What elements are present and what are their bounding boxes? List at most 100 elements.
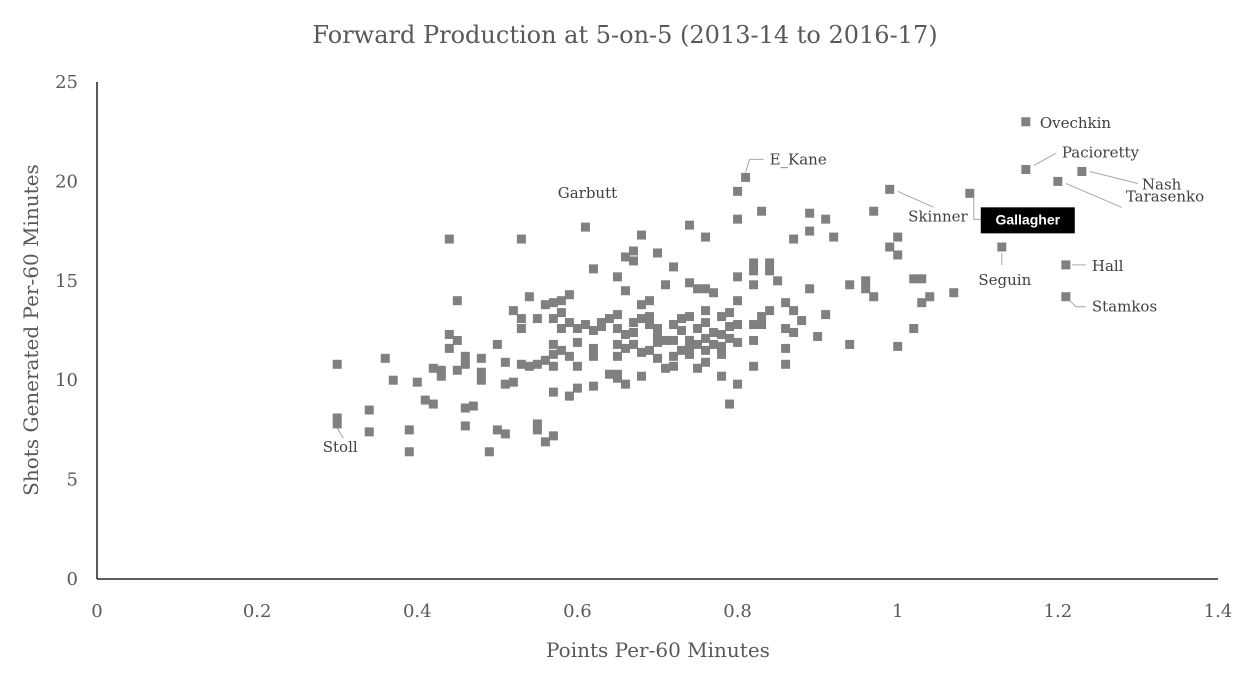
data-point (805, 226, 815, 236)
data-point (733, 272, 743, 282)
data-point (797, 316, 807, 326)
data-point (500, 429, 510, 439)
data-point (757, 320, 767, 330)
data-point (620, 379, 630, 389)
data-point (693, 284, 703, 294)
data-point (500, 379, 510, 389)
point-label: Nash (1142, 175, 1182, 193)
data-point (644, 312, 654, 322)
data-point (685, 220, 695, 230)
data-point-labeled (997, 242, 1007, 252)
data-point (588, 264, 598, 274)
data-point (468, 401, 478, 411)
data-point (885, 242, 895, 252)
data-point (636, 230, 646, 240)
data-point (620, 286, 630, 296)
data-point (749, 258, 759, 268)
data-point (733, 186, 743, 196)
data-point (604, 314, 614, 324)
data-point (685, 349, 695, 359)
leader-line (1069, 300, 1086, 308)
data-point (628, 339, 638, 349)
data-point (821, 310, 831, 320)
data-point (508, 306, 518, 316)
data-point (508, 377, 518, 387)
point-label: Stamkos (1092, 298, 1157, 316)
data-point (653, 337, 662, 347)
data-point (644, 296, 654, 306)
data-point (644, 320, 654, 330)
data-point (677, 345, 687, 355)
data-point (628, 256, 638, 266)
data-point (869, 206, 879, 216)
y-tick-label: 20 (55, 171, 78, 192)
data-point (733, 337, 743, 347)
data-point (572, 324, 582, 334)
data-point (717, 371, 727, 381)
x-tick-label: 0.4 (403, 601, 432, 622)
data-point-labeled (885, 184, 895, 194)
data-point (452, 365, 462, 375)
data-point (725, 333, 735, 343)
data-point (861, 284, 871, 294)
data-point (781, 298, 791, 308)
data-point (492, 339, 502, 349)
data-point (925, 292, 935, 302)
data-point (693, 363, 703, 373)
data-point (636, 300, 646, 310)
data-point (524, 292, 534, 302)
data-point (628, 327, 638, 337)
data-point (388, 375, 398, 385)
data-point (460, 351, 470, 361)
data-point (749, 280, 759, 290)
data-points (332, 117, 1087, 457)
data-point (669, 361, 679, 371)
data-point (709, 339, 719, 349)
data-point (516, 324, 526, 334)
x-axis-title: Points Per-60 Minutes (546, 638, 770, 662)
point-label: Stoll (323, 438, 358, 456)
data-point (821, 214, 831, 224)
data-point (612, 351, 622, 361)
data-point (476, 353, 486, 363)
data-point (444, 343, 454, 353)
data-point (588, 343, 598, 353)
data-point (757, 206, 767, 216)
data-point (805, 208, 815, 218)
data-point (661, 363, 671, 373)
data-point (556, 345, 566, 355)
data-point (757, 312, 767, 322)
data-point (717, 349, 727, 359)
data-point (701, 345, 711, 355)
data-point (620, 343, 630, 353)
data-point (717, 329, 727, 339)
data-point (733, 379, 743, 389)
data-point (677, 314, 687, 324)
data-point-labeled (1061, 292, 1071, 302)
point-label: Pacioretty (1062, 143, 1140, 161)
data-point (564, 391, 574, 401)
data-point (548, 387, 558, 397)
data-point (540, 437, 550, 447)
data-point (548, 339, 558, 349)
data-point-labeled (332, 419, 342, 429)
data-point (917, 298, 927, 308)
data-point (749, 320, 759, 330)
data-point (548, 349, 558, 359)
data-point (556, 308, 566, 318)
data-point (669, 351, 679, 361)
data-point (588, 351, 598, 361)
data-point (476, 367, 486, 377)
point-label: Gallagher (995, 211, 1060, 227)
data-point (532, 314, 542, 324)
data-point (420, 395, 430, 405)
data-point (725, 322, 735, 332)
data-point (532, 359, 542, 369)
data-point (669, 262, 679, 272)
data-point (845, 339, 855, 349)
data-point (596, 322, 606, 332)
point-label: E_Kane (770, 150, 827, 168)
leader-line (1065, 182, 1123, 208)
data-point (653, 248, 662, 258)
